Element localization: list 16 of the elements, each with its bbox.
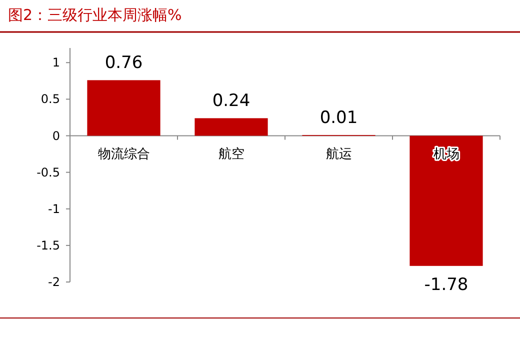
y-tick-label: -0.5 [36,165,60,180]
y-tick-label: -1.5 [36,238,60,252]
y-tick-label: 0.5 [40,92,60,106]
y-tick-label: 0 [52,128,60,143]
x-tick-label: 航运 [326,146,352,162]
y-tick-label: -1 [48,202,60,216]
data-label: 0.24 [212,91,250,112]
x-tick-label: 机场 [433,146,460,162]
y-tick-label: -2 [48,275,60,289]
data-label: 0.76 [104,53,143,74]
data-label: -1.78 [424,274,468,295]
data-label: 0.01 [320,108,358,128]
x-tick-label: 物流综合 [98,146,150,162]
x-tick-label: 航空 [218,146,244,162]
y-tick-label: 1 [52,56,60,70]
title: 图2：三级行业本周涨幅% [8,6,182,24]
